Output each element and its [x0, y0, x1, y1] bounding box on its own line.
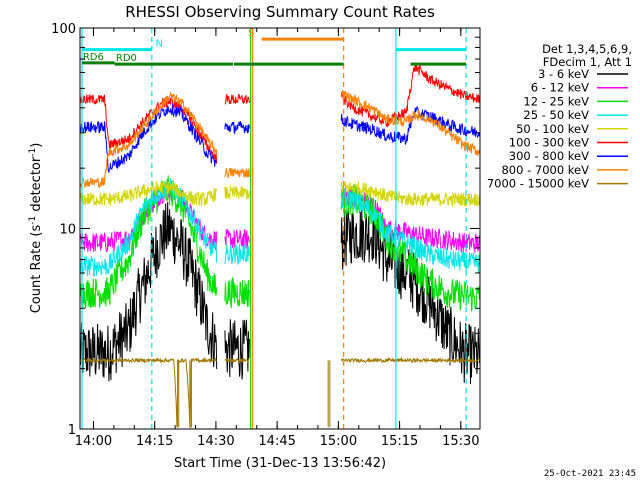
legend-label: 300 - 800 keV [509, 149, 589, 163]
legend-header-line-1: Det 1,3,4,5,6,9, [542, 42, 632, 56]
series-trace [80, 180, 218, 207]
flag-label-rd6: RD6 [83, 52, 104, 63]
series-trace [340, 90, 480, 157]
x-tick-label: 14:45 [258, 434, 295, 449]
render-timestamp: 25-Oct-2021 23:45 [544, 469, 636, 479]
x-tick-label: 14:30 [197, 434, 234, 449]
series-trace [80, 103, 218, 174]
series-12-25-kev [80, 175, 480, 312]
series-trace [340, 105, 480, 145]
series-layer [80, 63, 480, 429]
flag-label-rd0: RD0 [116, 53, 137, 64]
series-trace [224, 186, 250, 200]
series-trace [224, 243, 250, 266]
y-axis-label-sup2: -1 [28, 148, 38, 157]
flag-label-s: S [248, 28, 254, 39]
series-3-6-kev [80, 201, 480, 385]
legend-label: 100 - 300 keV [509, 136, 589, 150]
series-trace [80, 175, 218, 309]
series-trace [340, 180, 480, 208]
x-tick-label: 15:00 [320, 434, 357, 449]
legend-header-line-2: FDecim 1, Att 1 [543, 55, 632, 69]
x-axis-label: Start Time (31-Dec-13 13:56:42) [174, 456, 386, 471]
x-tick-label: 14:00 [75, 434, 112, 449]
y-tick-label: 100 [51, 22, 76, 37]
series-trace [340, 188, 480, 274]
series-trace [340, 207, 480, 385]
legend: Det 1,3,4,5,6,9, FDecim 1, Att 1 3 - 6 k… [487, 42, 632, 191]
legend-label: 25 - 50 keV [523, 108, 589, 122]
series-trace [224, 93, 250, 105]
y-axis-label: Count Rate (s-1 detector-1) [28, 143, 44, 314]
axis-layer: 14:00 14:15 14:30 14:45 15:00 15:15 15:30 1 10 10… [51, 22, 480, 449]
series-trace [340, 356, 480, 364]
series-trace [340, 184, 480, 312]
series-trace [224, 120, 250, 135]
series-300-800-kev [80, 103, 480, 174]
series-trace [224, 357, 250, 364]
series-7000-15000-kev [80, 356, 480, 429]
series-trace [224, 228, 250, 250]
legend-label: 7000 - 15000 keV [487, 177, 589, 191]
series-800-7000-kev [80, 90, 480, 190]
y-axis-label-main: Count Rate (s [29, 225, 44, 314]
y-axis-label-end: ) [29, 143, 44, 148]
series-50-100-kev [80, 180, 480, 208]
flag-label-n: N [156, 39, 163, 50]
legend-label: 12 - 25 keV [523, 94, 589, 108]
y-axis-label-mid: detector [29, 156, 44, 216]
x-tick-label: 14:15 [136, 434, 173, 449]
x-tick-label: 15:30 [442, 434, 479, 449]
legend-label: 3 - 6 keV [538, 67, 589, 81]
series-trace [80, 92, 218, 190]
series-25-50-kev [80, 178, 480, 278]
legend-label: 50 - 100 keV [516, 122, 589, 136]
series-trace [224, 167, 250, 179]
series-trace [224, 319, 250, 380]
chart-title: RHESSI Observing Summary Count Rates [125, 3, 435, 21]
legend-label: 6 - 12 keV [531, 81, 589, 95]
y-tick-label: 1 [68, 423, 76, 438]
series-trace [80, 356, 217, 429]
x-tick-label: 15:15 [381, 434, 418, 449]
y-axis-label-sup1: -1 [28, 216, 38, 225]
series-trace [80, 201, 218, 382]
flag-layer: N S RD0 RD6 [82, 28, 467, 66]
series-trace [224, 277, 250, 309]
y-tick-label: 10 [59, 223, 76, 238]
legend-label: 800 - 7000 keV [501, 163, 589, 177]
series-trace [80, 178, 218, 278]
